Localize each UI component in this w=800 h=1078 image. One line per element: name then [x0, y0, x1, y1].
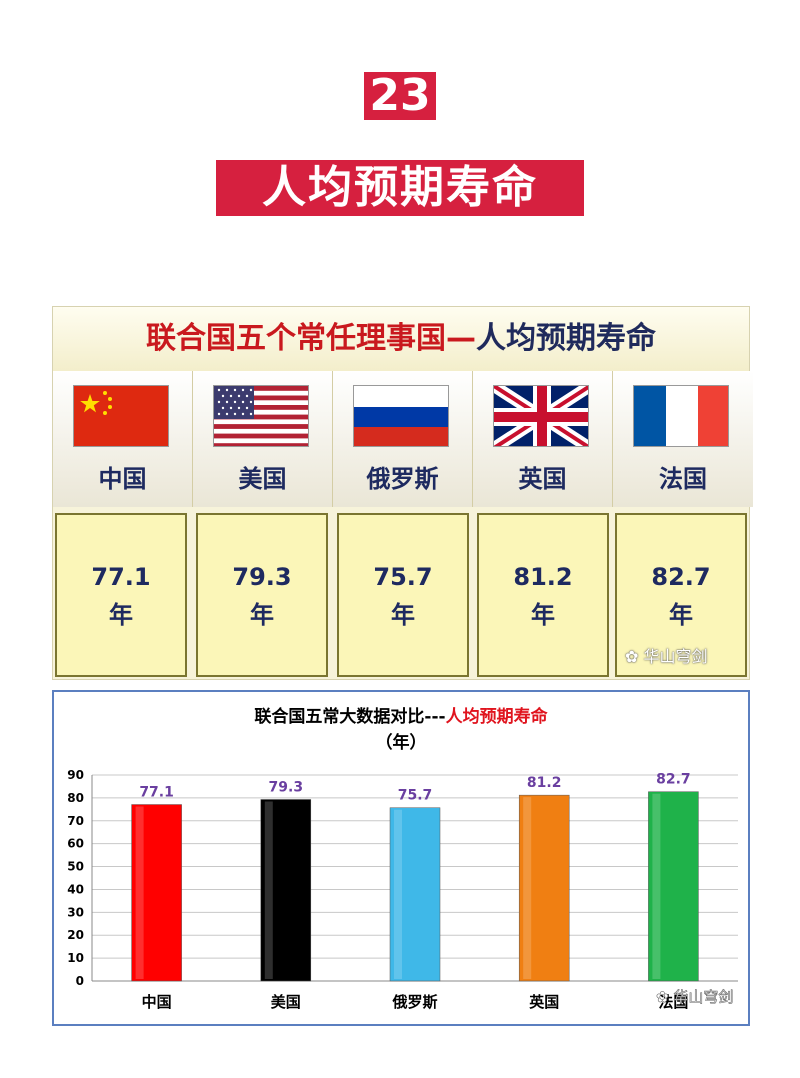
- chart-title: 联合国五常大数据对比---人均预期寿命: [254, 706, 548, 727]
- bar: [131, 804, 182, 982]
- value-box-uk: 81.2 年: [477, 513, 609, 677]
- y-tick-label: 50: [67, 860, 84, 874]
- table-title-suffix: 人均预期寿命: [476, 321, 656, 356]
- x-tick-label: 美国: [271, 993, 301, 1011]
- value-text: 82.7: [651, 563, 711, 591]
- data-label: 82.7: [656, 772, 691, 788]
- bar-chart-panel: 联合国五常大数据对比---人均预期寿命 （年） 0 10 20 30 40 50 60 70 80 9…: [52, 690, 750, 1026]
- us-flag-icon: [213, 385, 309, 447]
- value-box-usa: 79.3 年: [196, 513, 328, 677]
- y-tick-label: 90: [67, 768, 84, 782]
- value-text: 81.2: [513, 563, 573, 591]
- unit-text: 年: [669, 601, 693, 629]
- bar: [260, 799, 312, 982]
- data-label: 81.2: [527, 775, 562, 791]
- y-tick-label: 0: [76, 974, 84, 988]
- watermark-text: 华山穹剑: [643, 647, 708, 666]
- value-text: 79.3: [232, 563, 292, 591]
- page-title: 人均预期寿命: [216, 160, 584, 216]
- bar: [518, 794, 570, 982]
- slide-number: 23: [364, 72, 436, 120]
- country-col-russia: 俄罗斯: [333, 371, 473, 507]
- country-col-china: 中国: [53, 371, 193, 507]
- x-tick-label: 英国: [529, 993, 559, 1011]
- bar: [389, 807, 441, 982]
- unit-text: 年: [250, 601, 274, 629]
- ru-flag-icon: [353, 385, 449, 447]
- bar-highlight: [523, 797, 532, 979]
- value-text: 75.7: [373, 563, 433, 591]
- country-name: 中国: [98, 465, 147, 493]
- y-tick-label: 30: [67, 905, 84, 919]
- country-name: 英国: [518, 465, 567, 493]
- y-tick-label: 60: [67, 837, 84, 851]
- bar-highlight: [652, 793, 661, 979]
- unit-text: 年: [531, 601, 555, 629]
- country-name: 美国: [238, 465, 287, 493]
- x-tick-label: 中国: [142, 993, 172, 1011]
- chart-subtitle: （年）: [376, 732, 427, 753]
- country-name: 俄罗斯: [366, 465, 439, 493]
- data-label: 77.1: [139, 785, 174, 801]
- y-tick-label: 40: [67, 882, 84, 896]
- value-box-france: 82.7 年: [615, 513, 747, 677]
- chart-title-black: 联合国五常大数据对比---: [254, 706, 445, 727]
- table-title: 联合国五个常任理事国—人均预期寿命: [53, 307, 749, 371]
- country-col-usa: 美国: [193, 371, 333, 507]
- table-title-prefix: 联合国五个常任理事国—: [146, 321, 476, 356]
- x-tick-label: 俄罗斯: [391, 993, 437, 1011]
- value-box-china: 77.1 年: [55, 513, 187, 677]
- wechat-icon: ✿: [625, 647, 639, 666]
- y-tick-label: 80: [67, 791, 84, 805]
- value-text: 77.1: [91, 563, 151, 591]
- country-col-uk: 英国: [473, 371, 613, 507]
- unit-text: 年: [391, 601, 415, 629]
- bar-chart: 联合国五常大数据对比---人均预期寿命 （年） 0 10 20 30 40 50 60 70 80 9…: [67, 706, 738, 1011]
- chart-watermark: ✿ 华山穹剑: [656, 988, 733, 1006]
- uk-flag-icon: [493, 385, 589, 447]
- data-label: 75.7: [398, 788, 433, 804]
- bar-highlight: [394, 809, 402, 979]
- country-name: 法国: [659, 465, 707, 493]
- bar-highlight: [135, 806, 144, 979]
- unit-text: 年: [109, 601, 133, 629]
- cn-flag-icon: [73, 385, 169, 447]
- y-tick-label: 70: [67, 814, 84, 828]
- country-col-france: 法国: [613, 371, 753, 507]
- comparison-table: 联合国五个常任理事国—人均预期寿命 中国: [52, 306, 753, 680]
- value-box-russia: 75.7 年: [337, 513, 469, 677]
- watermark: ✿ 华山穹剑: [625, 643, 708, 667]
- bar-highlight: [264, 801, 273, 979]
- bar: [648, 791, 699, 982]
- fr-flag-icon: [633, 385, 729, 447]
- data-label: 79.3: [269, 779, 304, 795]
- y-tick-label: 20: [67, 928, 84, 942]
- chart-title-red: 人均预期寿命: [446, 706, 549, 727]
- x-tick-label: 法国: [658, 993, 688, 1011]
- y-tick-label: 10: [67, 951, 84, 965]
